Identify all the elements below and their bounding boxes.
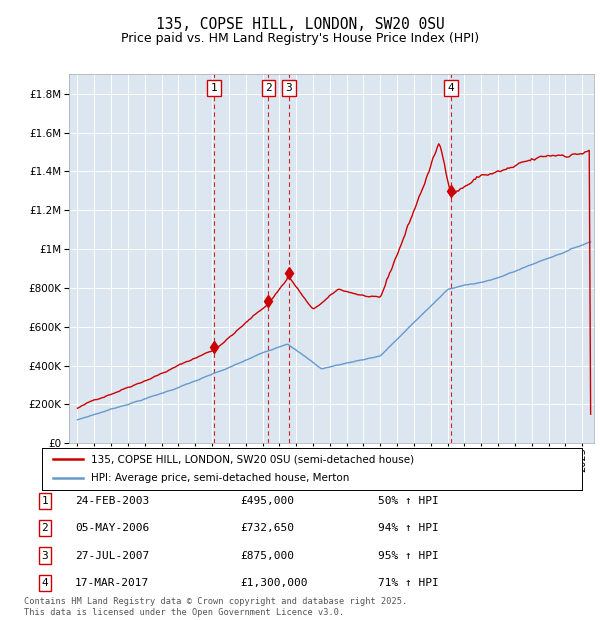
Text: 50% ↑ HPI: 50% ↑ HPI — [378, 496, 439, 506]
Text: 71% ↑ HPI: 71% ↑ HPI — [378, 578, 439, 588]
Text: 94% ↑ HPI: 94% ↑ HPI — [378, 523, 439, 533]
Text: 3: 3 — [286, 83, 292, 93]
Text: 135, COPSE HILL, LONDON, SW20 0SU: 135, COPSE HILL, LONDON, SW20 0SU — [155, 17, 445, 32]
Text: 4: 4 — [41, 578, 49, 588]
Text: £875,000: £875,000 — [240, 551, 294, 560]
Text: 135, COPSE HILL, LONDON, SW20 0SU (semi-detached house): 135, COPSE HILL, LONDON, SW20 0SU (semi-… — [91, 454, 414, 464]
Text: 1: 1 — [211, 83, 217, 93]
Text: 2: 2 — [41, 523, 49, 533]
Text: £1,300,000: £1,300,000 — [240, 578, 308, 588]
Text: 05-MAY-2006: 05-MAY-2006 — [75, 523, 149, 533]
Text: HPI: Average price, semi-detached house, Merton: HPI: Average price, semi-detached house,… — [91, 474, 349, 484]
Text: 3: 3 — [41, 551, 49, 560]
Text: £732,650: £732,650 — [240, 523, 294, 533]
Text: 17-MAR-2017: 17-MAR-2017 — [75, 578, 149, 588]
Text: 24-FEB-2003: 24-FEB-2003 — [75, 496, 149, 506]
Text: 95% ↑ HPI: 95% ↑ HPI — [378, 551, 439, 560]
Text: 2: 2 — [265, 83, 272, 93]
Text: 4: 4 — [448, 83, 455, 93]
Text: Contains HM Land Registry data © Crown copyright and database right 2025.
This d: Contains HM Land Registry data © Crown c… — [24, 598, 407, 617]
Text: 1: 1 — [41, 496, 49, 506]
Text: 27-JUL-2007: 27-JUL-2007 — [75, 551, 149, 560]
Text: Price paid vs. HM Land Registry's House Price Index (HPI): Price paid vs. HM Land Registry's House … — [121, 32, 479, 45]
Text: £495,000: £495,000 — [240, 496, 294, 506]
